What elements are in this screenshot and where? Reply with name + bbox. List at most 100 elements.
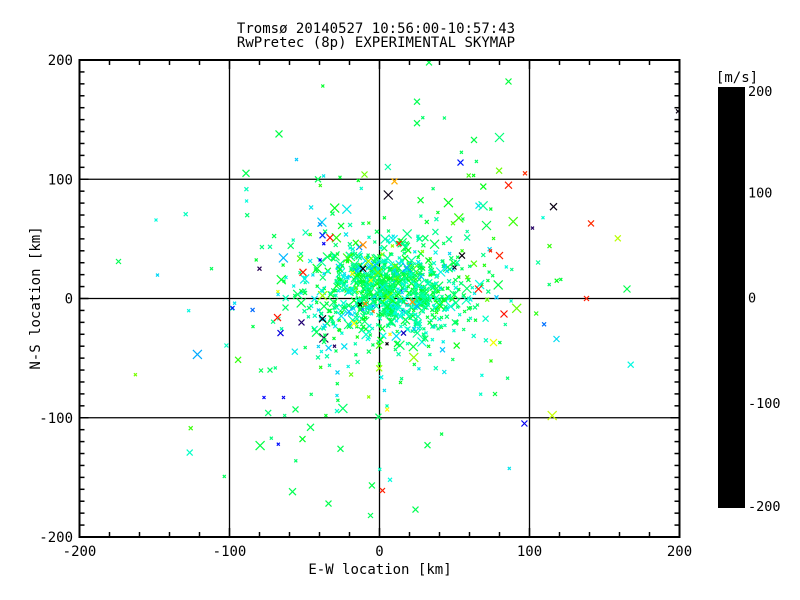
colorbar-tick-labels: 200 100 0 -100 -200 xyxy=(748,84,781,515)
data-point xyxy=(259,244,265,250)
data-point xyxy=(412,362,417,367)
data-point xyxy=(292,293,297,298)
data-point xyxy=(416,366,421,371)
y-axis-label: N-S location [km] xyxy=(28,226,44,369)
data-point xyxy=(428,273,433,278)
data-point xyxy=(408,352,419,363)
data-point xyxy=(432,303,440,311)
data-point xyxy=(364,276,369,281)
data-point xyxy=(475,202,482,210)
data-point xyxy=(491,236,496,241)
data-point xyxy=(442,263,448,269)
data-point xyxy=(395,272,399,276)
y-tick-label: 0 xyxy=(65,292,73,308)
data-point xyxy=(254,257,259,262)
data-point xyxy=(401,262,412,273)
data-point xyxy=(328,297,339,308)
data-point xyxy=(388,252,393,256)
data-point xyxy=(450,259,458,267)
data-point xyxy=(378,325,386,333)
data-point xyxy=(490,273,495,278)
data-point xyxy=(386,317,397,328)
data-point xyxy=(288,487,297,496)
data-point xyxy=(420,249,425,254)
data-point xyxy=(484,297,490,303)
data-point xyxy=(466,173,472,178)
data-point xyxy=(276,274,287,285)
data-point xyxy=(453,342,461,350)
data-point xyxy=(372,240,377,244)
data-point xyxy=(317,290,328,301)
data-point xyxy=(379,300,387,308)
data-point xyxy=(302,229,310,236)
data-point xyxy=(343,231,349,237)
data-point xyxy=(400,290,405,295)
colorbar-tick-label: -200 xyxy=(748,499,781,515)
x-tick-label: 0 xyxy=(375,544,383,560)
data-point xyxy=(328,315,334,321)
data-point xyxy=(336,311,347,322)
data-point xyxy=(379,278,385,284)
data-point xyxy=(480,252,486,258)
data-point xyxy=(464,274,470,280)
data-point xyxy=(380,259,385,264)
data-point xyxy=(360,307,365,312)
data-point xyxy=(369,275,373,280)
data-point xyxy=(371,304,376,308)
data-point xyxy=(401,299,406,304)
data-point xyxy=(395,301,400,306)
data-point xyxy=(465,277,471,283)
colorbar-tick-label: -100 xyxy=(748,396,781,412)
data-point xyxy=(287,242,295,250)
data-point xyxy=(359,265,367,273)
colorbar-unit-label: [m/s] xyxy=(716,70,758,86)
data-point xyxy=(421,309,426,314)
data-point xyxy=(363,256,374,267)
data-point xyxy=(398,324,403,329)
data-point xyxy=(424,219,430,225)
data-point xyxy=(299,435,306,443)
data-point xyxy=(398,309,406,317)
data-point xyxy=(294,157,299,162)
data-point xyxy=(133,372,138,377)
data-point xyxy=(420,242,426,248)
data-point xyxy=(374,413,382,421)
data-point xyxy=(369,281,375,286)
data-point xyxy=(302,308,307,314)
data-point xyxy=(395,329,400,334)
data-point xyxy=(391,262,399,270)
data-point xyxy=(230,305,235,311)
data-point xyxy=(414,318,419,323)
data-point xyxy=(419,262,423,267)
data-point xyxy=(428,269,434,275)
data-point xyxy=(389,312,394,317)
data-point xyxy=(115,258,122,265)
data-point xyxy=(281,263,286,268)
data-point xyxy=(412,290,418,296)
data-point xyxy=(388,298,393,303)
data-point xyxy=(315,269,320,274)
x-axis-label: E-W location [km] xyxy=(308,562,451,578)
data-point xyxy=(511,303,522,314)
data-point xyxy=(452,265,457,270)
data-point xyxy=(385,309,390,314)
data-point xyxy=(340,274,346,280)
data-point xyxy=(192,349,203,360)
data-point xyxy=(244,212,250,218)
x-tick-label: 200 xyxy=(667,544,692,560)
data-point xyxy=(336,272,341,277)
data-point xyxy=(421,326,426,331)
data-point xyxy=(429,239,440,250)
data-point xyxy=(430,312,435,317)
data-point xyxy=(335,263,343,271)
data-point xyxy=(379,282,384,287)
data-point xyxy=(390,243,395,248)
data-point xyxy=(365,271,370,276)
data-point xyxy=(281,395,286,400)
data-point xyxy=(375,342,383,350)
data-point xyxy=(412,249,417,254)
data-point xyxy=(493,279,504,290)
data-point xyxy=(451,281,456,286)
data-point xyxy=(460,266,464,271)
data-point xyxy=(348,372,354,377)
